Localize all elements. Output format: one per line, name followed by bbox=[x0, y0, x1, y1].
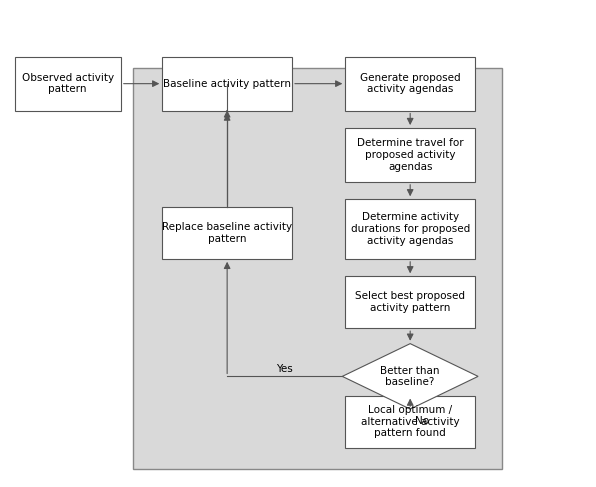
FancyBboxPatch shape bbox=[162, 207, 292, 259]
Text: Select best proposed
activity pattern: Select best proposed activity pattern bbox=[355, 291, 465, 313]
FancyBboxPatch shape bbox=[345, 128, 475, 182]
FancyBboxPatch shape bbox=[14, 56, 121, 111]
Text: Determine activity
durations for proposed
activity agendas: Determine activity durations for propose… bbox=[350, 212, 470, 245]
Text: Observed activity
pattern: Observed activity pattern bbox=[21, 73, 114, 94]
Text: Replace baseline activity
pattern: Replace baseline activity pattern bbox=[162, 222, 292, 244]
FancyBboxPatch shape bbox=[345, 276, 475, 328]
FancyBboxPatch shape bbox=[345, 199, 475, 259]
FancyBboxPatch shape bbox=[133, 68, 502, 469]
Text: Better than
baseline?: Better than baseline? bbox=[380, 366, 440, 387]
FancyBboxPatch shape bbox=[345, 56, 475, 111]
FancyBboxPatch shape bbox=[162, 56, 292, 111]
Text: No: No bbox=[415, 416, 429, 426]
Text: Baseline activity pattern: Baseline activity pattern bbox=[163, 79, 291, 89]
Text: Local optimum /
alternative activity
pattern found: Local optimum / alternative activity pat… bbox=[361, 405, 460, 438]
FancyBboxPatch shape bbox=[345, 395, 475, 448]
Text: Determine travel for
proposed activity
agendas: Determine travel for proposed activity a… bbox=[357, 138, 464, 171]
Text: Yes: Yes bbox=[277, 364, 293, 375]
Polygon shape bbox=[342, 344, 478, 409]
Text: Generate proposed
activity agendas: Generate proposed activity agendas bbox=[360, 73, 461, 94]
